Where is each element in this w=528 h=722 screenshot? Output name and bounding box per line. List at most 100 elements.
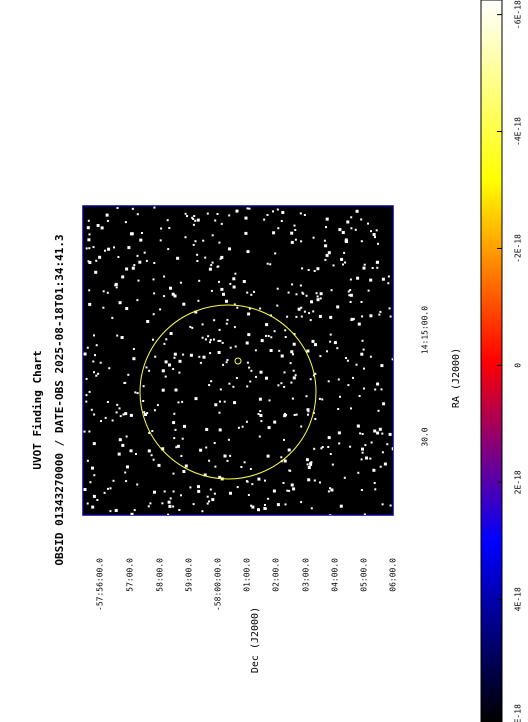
star <box>213 338 215 341</box>
star <box>90 408 93 411</box>
star <box>295 293 298 296</box>
star <box>168 363 171 367</box>
star <box>318 397 321 400</box>
star <box>131 207 134 210</box>
star <box>273 330 276 333</box>
star <box>346 220 350 224</box>
star <box>367 289 370 292</box>
star <box>360 352 364 356</box>
star <box>161 502 164 505</box>
star <box>86 502 89 505</box>
star <box>343 476 346 479</box>
star <box>173 412 176 415</box>
star <box>309 462 312 464</box>
star <box>150 454 153 457</box>
star <box>125 307 129 310</box>
star <box>258 435 261 438</box>
star <box>361 433 364 435</box>
star <box>113 246 115 249</box>
star <box>206 495 209 498</box>
star <box>100 420 102 423</box>
star <box>214 219 217 222</box>
star <box>181 400 184 403</box>
star <box>246 207 249 210</box>
star <box>107 487 109 490</box>
star <box>287 291 290 294</box>
star <box>218 428 222 432</box>
star <box>310 300 313 304</box>
star <box>284 329 287 332</box>
star <box>302 292 305 295</box>
star <box>330 488 334 492</box>
star <box>269 263 272 266</box>
star <box>93 334 95 337</box>
star <box>192 503 195 506</box>
star <box>284 503 287 506</box>
star <box>293 224 296 227</box>
star <box>369 457 372 460</box>
star <box>347 290 350 293</box>
star <box>327 490 330 493</box>
star <box>307 410 310 413</box>
star <box>319 297 322 300</box>
star <box>273 420 277 424</box>
star <box>138 260 142 264</box>
star <box>201 510 204 513</box>
star <box>246 480 249 483</box>
star <box>115 286 118 289</box>
star <box>163 295 166 298</box>
star <box>133 509 136 512</box>
star <box>141 232 143 234</box>
star <box>132 348 135 350</box>
star <box>118 407 121 410</box>
star <box>313 447 316 450</box>
star <box>316 267 320 271</box>
ra-tick-label: 14:15:00.0 <box>421 306 430 354</box>
star <box>93 413 96 416</box>
star <box>120 336 124 339</box>
star <box>206 502 209 505</box>
star <box>372 468 376 472</box>
star <box>360 489 363 491</box>
star <box>326 350 328 353</box>
star <box>378 427 382 431</box>
star <box>202 355 206 359</box>
star <box>173 356 176 359</box>
star <box>350 407 352 410</box>
star <box>249 380 252 383</box>
star <box>152 278 155 281</box>
star <box>96 499 99 501</box>
star <box>311 339 315 343</box>
star <box>267 335 270 337</box>
dec-tick-label: -58:00:00.0 <box>214 558 223 611</box>
star <box>118 438 122 442</box>
star <box>122 413 125 416</box>
star-field <box>83 206 393 515</box>
star <box>234 272 237 275</box>
star <box>228 382 231 385</box>
star <box>248 366 251 369</box>
star <box>211 498 215 502</box>
star <box>115 411 118 414</box>
star <box>314 343 317 347</box>
star <box>111 419 114 422</box>
star <box>106 401 109 403</box>
star <box>114 509 118 512</box>
star <box>86 346 89 349</box>
star <box>265 323 269 327</box>
star <box>363 367 365 370</box>
star <box>361 451 364 454</box>
star <box>175 446 178 449</box>
star <box>355 363 358 366</box>
star <box>251 505 255 509</box>
star <box>350 216 353 219</box>
star <box>217 351 221 354</box>
star <box>204 338 207 341</box>
star <box>92 246 95 249</box>
star <box>88 247 91 250</box>
ra-tick-label: 30.0 <box>421 427 430 446</box>
star <box>180 494 182 497</box>
star <box>312 236 315 239</box>
star <box>391 447 393 451</box>
star <box>361 447 364 451</box>
